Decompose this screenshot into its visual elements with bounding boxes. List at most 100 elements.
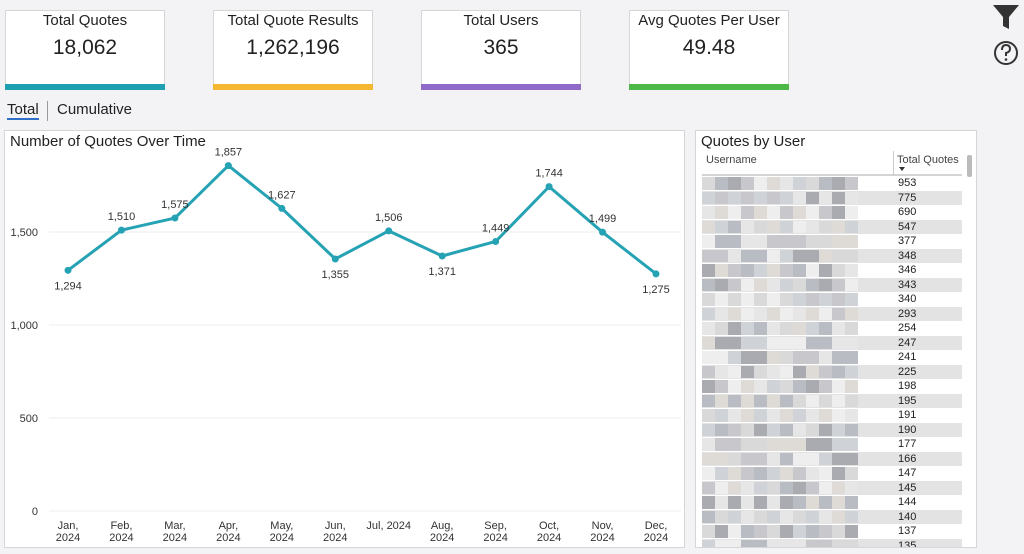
blurred-username [702, 525, 715, 538]
blurred-username [832, 293, 845, 306]
blurred-username [780, 380, 793, 393]
blurred-username [741, 394, 754, 407]
blurred-username [728, 467, 741, 480]
blurred-username [819, 525, 832, 538]
tab[interactable]: Cumulative [57, 101, 133, 118]
blurred-username [715, 307, 728, 320]
blurred-username [793, 191, 806, 204]
column-header[interactable]: Username [706, 154, 757, 166]
table-row: 195 [702, 393, 962, 408]
blurred-username [767, 467, 780, 480]
blurred-username [702, 365, 715, 378]
blurred-username [702, 380, 715, 393]
blurred-username [793, 452, 806, 465]
blurred-username [819, 423, 832, 436]
kpi-accent [629, 84, 789, 90]
blurred-username [728, 177, 741, 190]
blurred-username [806, 264, 819, 277]
blurred-username [728, 525, 741, 538]
blurred-username [793, 481, 806, 494]
blurred-username [793, 293, 806, 306]
blurred-username [819, 322, 832, 335]
point [385, 227, 393, 235]
column-header[interactable]: Total Quotes [897, 154, 959, 166]
kpi-value: 18,062 [52, 36, 118, 59]
blurred-username [702, 438, 715, 451]
blurred-username [741, 423, 754, 436]
blurred-username [767, 539, 780, 547]
blurred-username [728, 510, 741, 523]
blurred-username [780, 177, 793, 190]
blurred-username [832, 496, 845, 509]
blurred-username [806, 177, 819, 190]
blurred-username [819, 191, 832, 204]
blurred-username [793, 365, 806, 378]
blurred-username [780, 293, 793, 306]
blurred-username [845, 264, 858, 277]
x-tick-label: Jul, 2024 [366, 520, 412, 532]
y-tick-label: 1,000 [10, 320, 38, 332]
blurred-username [780, 409, 793, 422]
table-title: Quotes by User [701, 133, 806, 150]
blurred-username [728, 351, 741, 364]
blurred-username [806, 438, 819, 451]
blurred-username [715, 394, 728, 407]
data-label: 1,510 [108, 211, 136, 223]
blurred-username [702, 452, 715, 465]
toolbar-icons[interactable] [988, 2, 1024, 72]
blurred-username [741, 525, 754, 538]
blurred-username [780, 278, 793, 291]
blurred-username [767, 351, 780, 364]
blurred-username [741, 467, 754, 480]
point [599, 228, 607, 236]
blurred-username [702, 206, 715, 219]
blurred-username [702, 409, 715, 422]
blurred-username [767, 220, 780, 233]
blurred-username [728, 481, 741, 494]
blurred-username [806, 525, 819, 538]
x-tick-label: Dec, 2024 [643, 520, 669, 544]
blurred-username [832, 235, 845, 248]
table-row: 198 [702, 379, 962, 394]
blurred-username [767, 336, 780, 349]
data-label: 1,499 [589, 213, 617, 225]
blurred-username [832, 409, 845, 422]
blurred-username [715, 510, 728, 523]
kpi-card: Avg Quotes Per User 49.48 [629, 10, 789, 90]
cell-value: 346 [898, 264, 917, 276]
blurred-username [780, 496, 793, 509]
x-tick-label: Mar, 2024 [162, 520, 188, 544]
blurred-username [819, 206, 832, 219]
kpi-label: Total Quote Results [227, 12, 359, 29]
blurred-username [832, 307, 845, 320]
point [545, 183, 553, 191]
blurred-username [806, 510, 819, 523]
blurred-username [741, 510, 754, 523]
blurred-username [702, 423, 715, 436]
kpi-accent [421, 84, 581, 90]
blurred-username [754, 351, 767, 364]
blurred-username [754, 539, 767, 547]
point [331, 255, 339, 263]
tab[interactable]: Total [7, 101, 39, 120]
data-label: 1,857 [215, 147, 243, 159]
blurred-username [845, 365, 858, 378]
blurred-username [793, 394, 806, 407]
blurred-username [832, 365, 845, 378]
blurred-username [780, 264, 793, 277]
cell-value: 140 [898, 510, 917, 523]
blurred-username [767, 365, 780, 378]
blurred-username [845, 496, 858, 509]
blurred-username [780, 467, 793, 480]
blurred-username [832, 380, 845, 393]
table-row: 190 [702, 422, 962, 437]
blurred-username [754, 409, 767, 422]
cell-value: 348 [898, 249, 917, 262]
blurred-username [780, 394, 793, 407]
blurred-username [715, 365, 728, 378]
table-row: 140 [702, 509, 962, 524]
blurred-username [845, 467, 858, 480]
table-row: 690 [702, 205, 962, 220]
x-tick-label: Oct, 2024 [536, 520, 562, 544]
blurred-username [741, 249, 754, 262]
